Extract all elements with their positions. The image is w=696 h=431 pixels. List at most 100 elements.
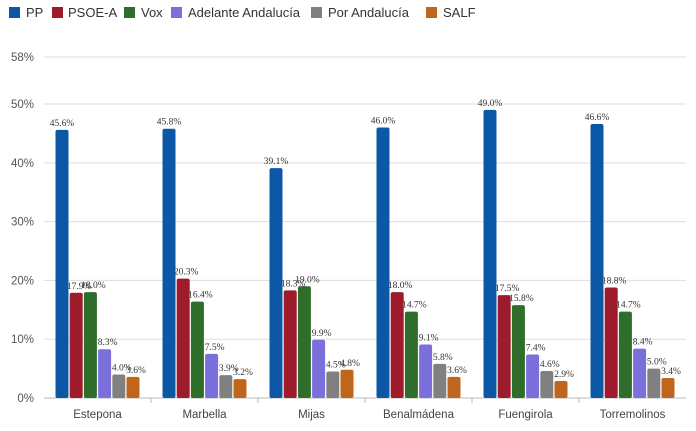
legend-label-1: PSOE-A xyxy=(68,5,117,20)
bar xyxy=(340,369,354,398)
bar xyxy=(162,128,176,398)
bar xyxy=(283,290,297,398)
bar xyxy=(83,292,97,398)
data-label: 15.8% xyxy=(509,294,534,304)
bar xyxy=(540,370,554,398)
bar xyxy=(647,368,661,398)
y-tick-label: 40% xyxy=(11,158,34,170)
y-tick-label: 0% xyxy=(17,393,34,405)
legend-swatch-2 xyxy=(124,7,135,18)
data-label: 20.3% xyxy=(174,268,199,278)
bar xyxy=(112,374,126,398)
bar xyxy=(233,379,247,398)
bar xyxy=(526,354,540,398)
data-label: 9.9% xyxy=(312,329,332,339)
bar xyxy=(126,376,140,398)
data-label: 49.0% xyxy=(478,99,503,109)
data-label: 14.7% xyxy=(616,301,641,311)
data-label: 5.0% xyxy=(647,358,667,368)
data-label: 3.9% xyxy=(219,364,239,374)
bar xyxy=(98,349,112,398)
bar xyxy=(312,339,326,398)
legend: PP PSOE-A Vox Adelante Andalucía Por Andaluc… xyxy=(9,5,476,20)
x-category-label: Benalmádena xyxy=(383,409,455,421)
x-category-label: Estepona xyxy=(73,409,122,421)
legend-label-4: Por Andalucía xyxy=(328,5,410,20)
bar xyxy=(55,129,69,398)
legend-swatch-4 xyxy=(311,7,322,18)
y-tick-label: 10% xyxy=(11,334,34,346)
x-category-label: Mijas xyxy=(298,409,325,421)
bar xyxy=(176,278,190,398)
data-labels: 45.6%17.9%18.0%8.3%4.0%3.6%45.8%20.3%16.… xyxy=(50,99,681,380)
bar xyxy=(190,301,204,398)
bar xyxy=(404,311,418,398)
y-tick-label: 20% xyxy=(11,275,34,287)
bar xyxy=(447,376,461,398)
bar xyxy=(511,305,525,398)
bar xyxy=(297,286,311,398)
data-label: 9.1% xyxy=(419,333,439,343)
bar xyxy=(661,378,675,398)
data-label: 8.4% xyxy=(633,338,653,348)
x-category-label: Marbella xyxy=(182,409,227,421)
bar xyxy=(604,287,618,398)
data-label: 17.9% xyxy=(67,282,92,292)
y-axis: 0% 10% 20% 30% 40% 50% 58% xyxy=(11,52,34,405)
bar xyxy=(69,292,83,398)
x-axis: Estepona Marbella Mijas Benalmádena Fuengiro… xyxy=(73,398,666,421)
data-label: 46.0% xyxy=(371,117,396,127)
bar xyxy=(326,371,340,398)
data-label: 4.6% xyxy=(540,360,560,370)
y-tick-label: 30% xyxy=(11,217,34,229)
data-label: 16.4% xyxy=(188,291,213,301)
bars xyxy=(55,109,675,399)
data-label: 45.8% xyxy=(157,118,182,128)
data-label: 18.0% xyxy=(388,281,413,291)
bar xyxy=(269,168,283,398)
bar xyxy=(618,311,632,398)
data-label: 4.8% xyxy=(340,359,360,369)
data-label: 45.6% xyxy=(50,119,75,129)
data-label: 18.0% xyxy=(81,281,106,291)
data-label: 5.8% xyxy=(433,353,453,363)
legend-label-2: Vox xyxy=(141,5,163,20)
data-label: 7.4% xyxy=(526,343,546,353)
data-label: 14.7% xyxy=(402,301,427,311)
bar xyxy=(483,109,497,399)
bar xyxy=(205,353,219,398)
data-label: 4.0% xyxy=(112,363,132,373)
bar xyxy=(376,127,390,398)
data-label: 18.3% xyxy=(281,279,306,289)
data-label: 46.6% xyxy=(585,113,610,123)
legend-swatch-5 xyxy=(426,7,437,18)
bar xyxy=(219,375,233,398)
data-label: 3.6% xyxy=(126,366,146,376)
legend-swatch-1 xyxy=(52,7,63,18)
data-label: 39.1% xyxy=(264,157,289,167)
bar xyxy=(497,295,511,398)
x-category-label: Torremolinos xyxy=(600,409,666,421)
data-label: 17.5% xyxy=(495,284,520,294)
data-label: 19.0% xyxy=(295,275,320,285)
bar xyxy=(433,363,447,398)
y-tick-label: 58% xyxy=(11,52,34,64)
bar xyxy=(419,344,433,398)
data-label: 7.5% xyxy=(205,343,225,353)
bar xyxy=(554,380,568,398)
data-label: 3.6% xyxy=(447,366,467,376)
data-label: 8.3% xyxy=(98,338,118,348)
y-tick-label: 50% xyxy=(11,99,34,111)
legend-swatch-3 xyxy=(171,7,182,18)
legend-label-5: SALF xyxy=(443,5,476,20)
bar xyxy=(633,348,647,398)
data-label: 2.9% xyxy=(554,370,574,380)
data-label: 3.4% xyxy=(661,367,681,377)
gridlines xyxy=(44,56,686,399)
data-label: 4.5% xyxy=(326,361,346,371)
bar xyxy=(390,292,404,398)
data-label: 3.2% xyxy=(233,368,253,378)
bar xyxy=(590,124,604,398)
